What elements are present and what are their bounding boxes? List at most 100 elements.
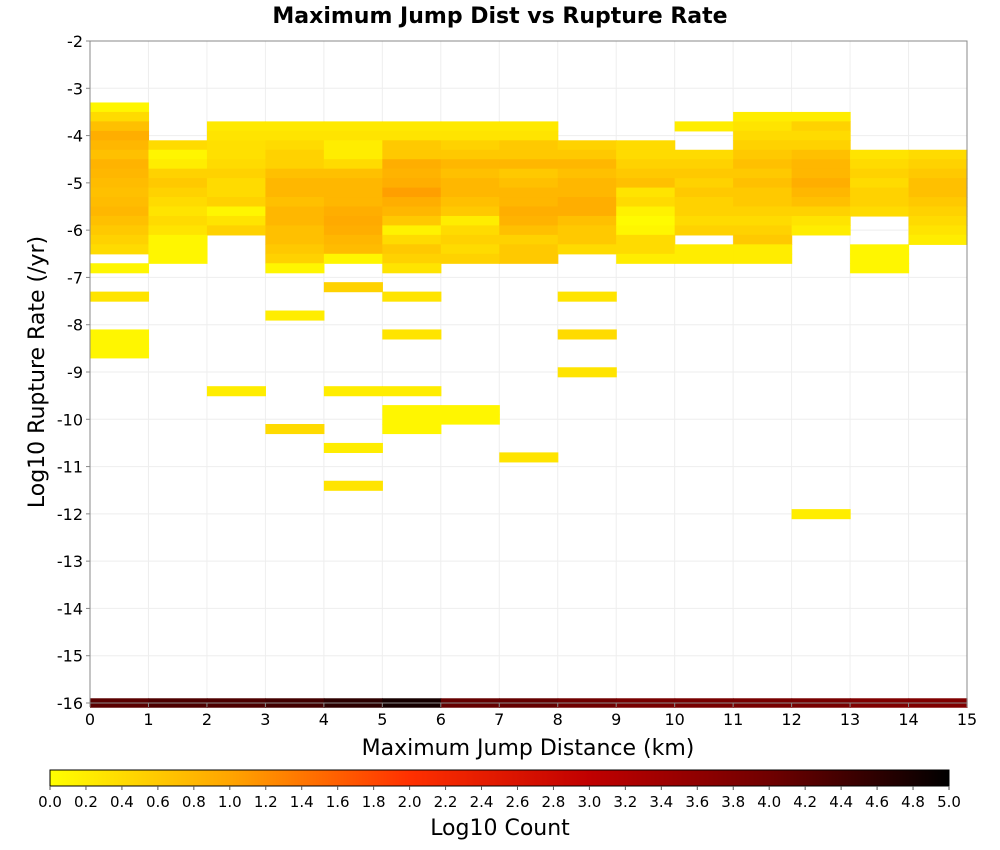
- heatmap-cell: [733, 111, 793, 122]
- heatmap-cell: [616, 244, 676, 255]
- heatmap-cell: [382, 244, 442, 255]
- heatmap-cell: [323, 215, 383, 227]
- heatmap-cell: [206, 149, 266, 160]
- heatmap-cell: [674, 187, 734, 198]
- x-tick-label: 10: [664, 710, 684, 729]
- heatmap-cell: [440, 206, 500, 217]
- colorbar-tick-label: 1.0: [218, 793, 242, 811]
- y-tick-label: -7: [67, 268, 83, 287]
- heatmap-cell: [206, 130, 266, 141]
- x-tick-label: 7: [494, 710, 504, 729]
- heatmap-cell: [206, 225, 266, 236]
- heatmap-cell: [499, 197, 559, 208]
- heatmap-cell: [148, 168, 208, 179]
- heatmap-cell: [850, 149, 910, 160]
- heatmap-cell: [908, 149, 968, 160]
- colorbar-ticks: 0.0 0.2 0.4 0.6 0.8 1.0 1.2 1.4 1.6 1.8 2.0 2.2 2.4 2…: [38, 786, 961, 811]
- heatmap-cell: [440, 234, 500, 245]
- heatmap-cell: [265, 178, 325, 189]
- heatmap-cell: [499, 253, 559, 264]
- heatmap-cell: [499, 178, 559, 189]
- heatmap-cell: [90, 140, 150, 151]
- heatmap-cell: [382, 159, 442, 170]
- heatmap-cell: [499, 121, 559, 132]
- heatmap-cell: [90, 102, 150, 113]
- x-tick-label: 15: [957, 710, 977, 729]
- colorbar-tick-label: 4.4: [829, 793, 853, 811]
- heatmap-cell: [674, 206, 734, 217]
- heatmap-cell: [850, 197, 910, 208]
- x-tick-label: 13: [840, 710, 860, 729]
- heatmap-cell: [323, 130, 383, 141]
- heatmap-cell: [148, 197, 208, 208]
- heatmap-cell: [265, 206, 325, 217]
- heatmap-cell: [90, 130, 150, 141]
- y-axis-ticks: -2 -3 -4 -5 -6 -7 -8 -9 -10 -11 -12 -13 -14 -15 -16: [57, 32, 90, 713]
- heatmap-cell: [440, 178, 500, 189]
- heatmap-cell: [850, 253, 910, 264]
- heatmap-cell: [733, 225, 793, 236]
- colorbar-tick-label: 0.0: [38, 793, 62, 811]
- colorbar-tick-label: 4.2: [793, 793, 817, 811]
- x-tick-label: 2: [202, 710, 212, 729]
- heatmap-cell: [323, 253, 383, 264]
- heatmap-cell: [265, 244, 325, 255]
- colorbar-tick-label: 4.0: [757, 793, 781, 811]
- heatmap-cell: [791, 159, 851, 170]
- heatmap-cell: [733, 149, 793, 160]
- heatmap-cell: [440, 121, 500, 132]
- colorbar-tick-label: 4.8: [901, 793, 925, 811]
- x-tick-label: 14: [898, 710, 918, 729]
- heatmap-cell: [148, 149, 208, 160]
- y-tick-label: -16: [57, 694, 83, 713]
- colorbar-tick-label: 2.6: [506, 793, 530, 811]
- heatmap-cell: [323, 140, 383, 151]
- heatmap-cell: [90, 225, 150, 236]
- heatmap-cell: [616, 140, 676, 151]
- y-tick-label: -14: [57, 599, 83, 618]
- heatmap-cell: [382, 414, 442, 425]
- y-axis-label: Log10 Rupture Rate (/yr): [25, 236, 50, 508]
- heatmap-cell: [674, 121, 734, 132]
- heatmap-cell: [674, 197, 734, 208]
- heatmap-cell: [908, 225, 968, 236]
- colorbar-tick-label: 1.2: [254, 793, 278, 811]
- y-tick-label: -13: [57, 552, 83, 571]
- heatmap-cell: [733, 130, 793, 141]
- heatmap-cell: [382, 121, 442, 132]
- heatmap-cell: [206, 121, 266, 132]
- heatmap-cell: [733, 168, 793, 179]
- colorbar-tick-label: 2.8: [542, 793, 566, 811]
- heatmap-cell: [908, 234, 968, 245]
- colorbar-tick-label: 3.6: [685, 793, 709, 811]
- heatmap-cell: [850, 244, 910, 255]
- heatmap-cell: [382, 168, 442, 179]
- heatmap-cell: [323, 121, 383, 132]
- y-tick-label: -8: [67, 316, 83, 335]
- heatmap-cell: [440, 187, 500, 198]
- heatmap-cell: [674, 159, 734, 170]
- heatmap-cell: [733, 234, 793, 245]
- heatmap-cell: [382, 178, 442, 189]
- heatmap-cell: [206, 187, 266, 198]
- heatmap-cell: [674, 244, 734, 255]
- colorbar-tick-label: 2.0: [398, 793, 422, 811]
- heatmap-cell: [323, 187, 383, 198]
- y-tick-label: -5: [67, 174, 83, 193]
- heatmap-cell: [557, 197, 617, 208]
- heatmap-cell: [557, 178, 617, 189]
- heatmap-cell: [674, 168, 734, 179]
- heatmap-cell: [557, 206, 617, 217]
- heatmap-cell: [791, 130, 851, 141]
- heatmap-cell: [557, 329, 617, 340]
- heatmap-cell: [265, 159, 325, 170]
- heatmap-cell: [733, 197, 793, 208]
- heatmap-cell: [791, 149, 851, 160]
- heatmap-cell: [557, 244, 617, 255]
- heatmap-cell: [499, 234, 559, 245]
- heatmap-cell: [908, 168, 968, 179]
- heatmap-cell: [733, 159, 793, 170]
- colorbar-tick-label: 3.8: [721, 793, 745, 811]
- heatmap-cells: [90, 102, 968, 708]
- heatmap-cell: [323, 234, 383, 245]
